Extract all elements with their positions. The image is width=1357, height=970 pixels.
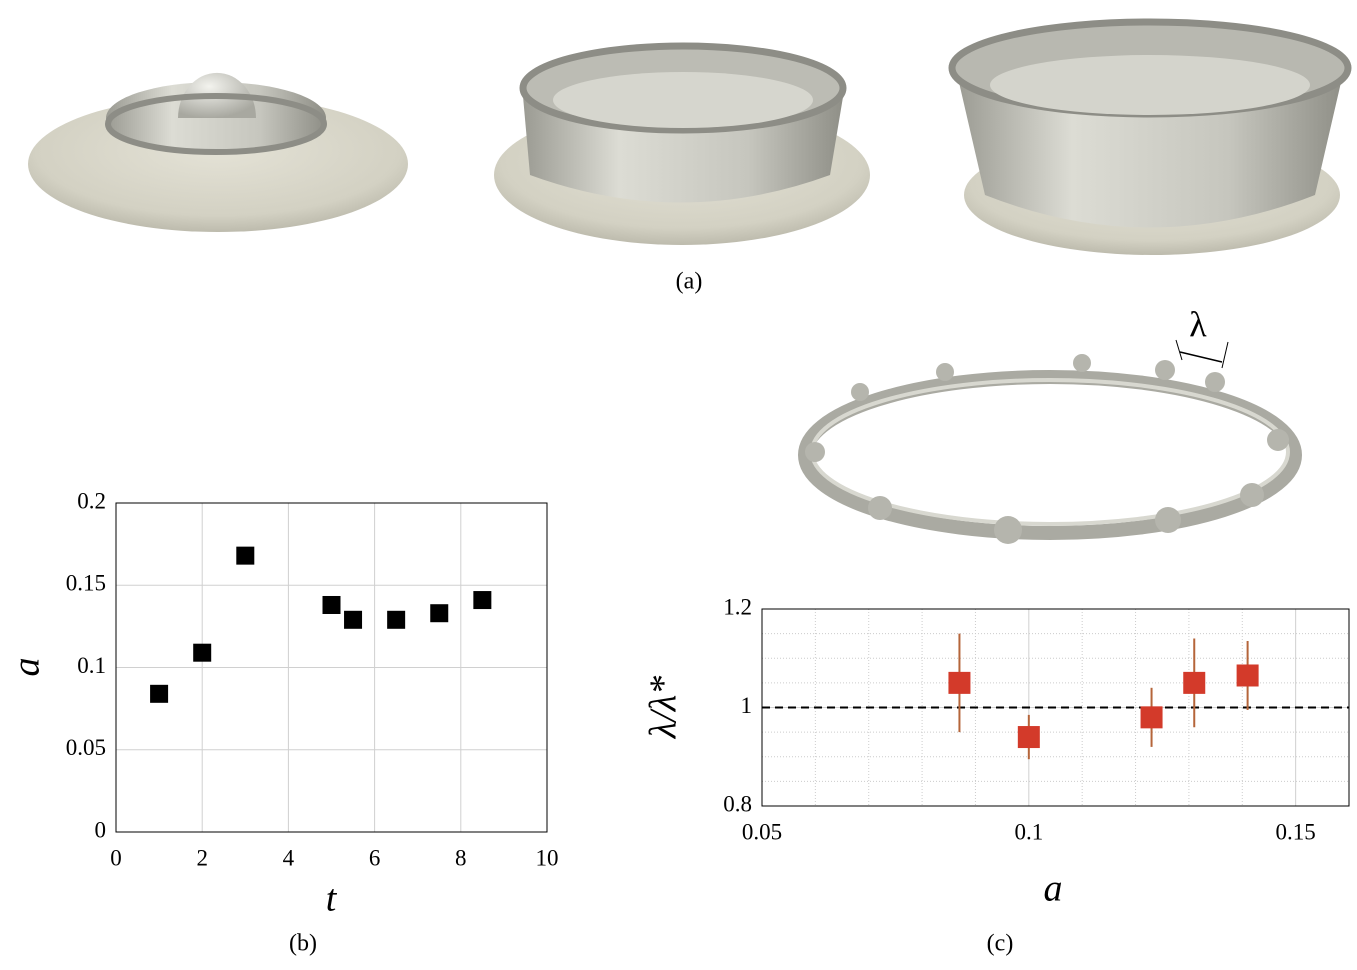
ring-label: λ: [1189, 304, 1207, 344]
marker: [1140, 706, 1163, 729]
y-tick-label: 0.05: [66, 735, 106, 760]
y-tick-label: 0.15: [66, 571, 106, 596]
marker: [430, 604, 449, 623]
x-tick-label: 0: [110, 845, 122, 870]
y-tick-label: 1.2: [723, 594, 752, 619]
marker: [948, 671, 971, 694]
x-tick-label: 6: [369, 845, 381, 870]
marker: [1236, 664, 1259, 687]
x-tick-label: 10: [536, 845, 559, 870]
caption: (a): [676, 269, 703, 295]
y-axis-label: a: [6, 658, 48, 677]
marker: [344, 610, 363, 629]
marker: [1183, 671, 1206, 694]
marker: [1017, 726, 1040, 749]
x-tick-label: 4: [283, 845, 295, 870]
plot-frame: [761, 608, 1350, 807]
x-tick-label: 2: [196, 845, 208, 870]
y-tick-label: 0.8: [723, 791, 752, 816]
y-axis-label: λ/λ*: [643, 676, 685, 739]
x-axis-label: a: [1044, 868, 1063, 910]
x-tick-label: 0.1: [1014, 819, 1043, 844]
y-tick-label: 0.2: [77, 488, 106, 513]
render-crown-late: [948, 18, 1352, 255]
marker: [150, 684, 169, 703]
marker: [473, 591, 492, 610]
caption: (b): [289, 931, 317, 957]
marker: [193, 643, 212, 662]
y-tick-label: 0: [95, 817, 107, 842]
y-tick-label: 0.1: [77, 653, 106, 678]
render-crown-early: [28, 72, 408, 232]
marker: [322, 595, 341, 614]
marker: [387, 610, 406, 629]
marker: [236, 546, 255, 565]
x-tick-label: 0.05: [742, 819, 782, 844]
caption: (c): [987, 931, 1014, 957]
render-ring: λ: [798, 304, 1302, 544]
x-tick-label: 0.15: [1276, 819, 1316, 844]
x-tick-label: 8: [455, 845, 467, 870]
plot-frame: [115, 502, 548, 833]
y-tick-label: 1: [741, 693, 753, 718]
x-axis-label: t: [326, 878, 338, 920]
render-crown-mid: [494, 42, 870, 245]
